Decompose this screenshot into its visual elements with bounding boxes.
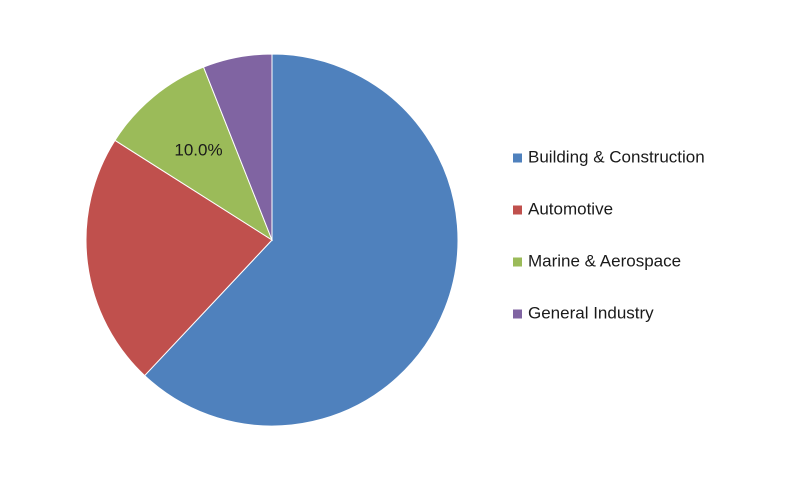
pie-slice-marine-and-aerospace [114, 66, 274, 242]
pie-slice-automotive [85, 139, 273, 377]
data-label-marine-and-aerospace: 10.0% [174, 141, 222, 160]
legend-swatch-automotive [513, 205, 522, 215]
legend-swatch-building-and-construction [513, 153, 522, 163]
legend-swatch-marine-and-aerospace [513, 257, 522, 267]
legend-swatch-general-industry [513, 309, 522, 319]
data-labels: 10.0% [174, 141, 222, 160]
pie-slice-building-and-construction [143, 53, 459, 427]
legend-label-building-and-construction: Building & Construction [528, 147, 705, 166]
legend: Building & Construction Automotive Marine … [513, 147, 705, 322]
legend-label-general-industry: General Industry [528, 303, 654, 322]
legend-label-automotive: Automotive [528, 199, 613, 218]
legend-label-marine-and-aerospace: Marine & Aerospace [528, 251, 681, 270]
pie-slice-general-industry [202, 53, 273, 241]
pie-slices [85, 53, 459, 427]
